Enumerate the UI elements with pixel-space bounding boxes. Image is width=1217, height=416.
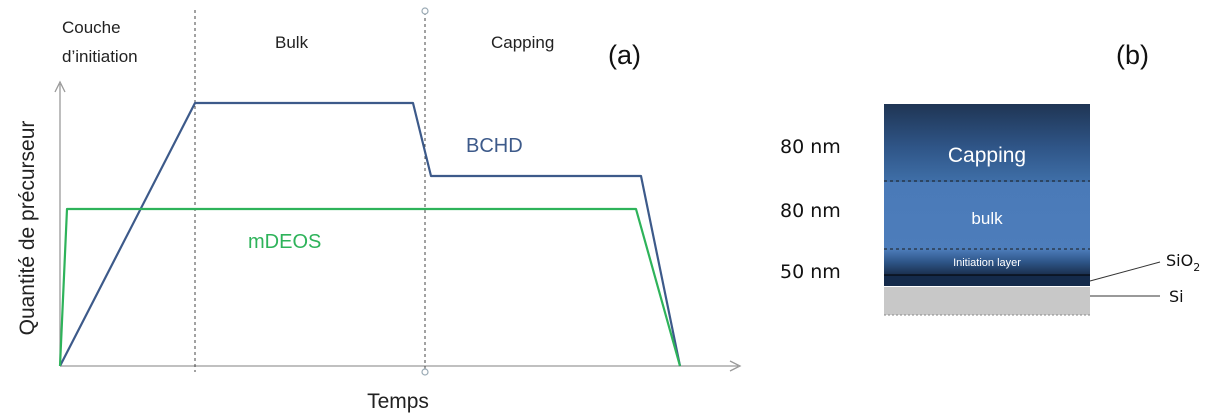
leader-sio2 — [1089, 261, 1161, 282]
layer-si — [884, 287, 1090, 315]
y-axis-label: Quantité de précurseur — [16, 121, 39, 336]
curve-bchd — [59, 101, 682, 367]
panel-b: (b) Capping bulk Initiation layer 80 nm … — [780, 40, 1200, 316]
separator-top-knob — [421, 7, 429, 15]
layer-label-bulk: bulk — [971, 209, 1003, 228]
curve-label-mdeos: mDEOS — [248, 231, 321, 253]
layer-sio2 — [884, 275, 1090, 286]
layer-label-capping: Capping — [948, 144, 1026, 167]
panel-a-tag: (a) — [608, 40, 641, 70]
panel-a: Couche d’initiation Bulk Capping (a) BCH… — [16, 7, 742, 413]
thickness-bulk: 80 nm — [780, 200, 841, 222]
layer-label-initiation: Initiation layer — [953, 257, 1021, 269]
curve-label-bchd: BCHD — [466, 135, 523, 157]
label-sio2: SiO2 — [1166, 251, 1200, 274]
separator-bottom-knob — [421, 368, 429, 376]
label-sio2-subscript: 2 — [1193, 261, 1200, 274]
x-axis-arrow — [729, 360, 742, 372]
phase-label-initiation-1: Couche — [62, 18, 121, 37]
panel-b-tag: (b) — [1116, 40, 1149, 70]
phase-label-capping: Capping — [491, 33, 554, 52]
layer-bulk — [884, 182, 1090, 249]
y-axis-arrow — [54, 80, 66, 93]
curve-mdeos — [58, 207, 682, 367]
layer-initiation — [884, 249, 1090, 275]
thickness-capping: 80 nm — [780, 136, 841, 158]
thickness-initiation: 50 nm — [780, 261, 841, 283]
layer-capping — [884, 104, 1090, 182]
x-axis-label: Temps — [367, 390, 429, 413]
phase-label-initiation-2: d’initiation — [62, 47, 138, 66]
phase-label-bulk: Bulk — [275, 33, 309, 52]
label-si: Si — [1169, 287, 1184, 306]
